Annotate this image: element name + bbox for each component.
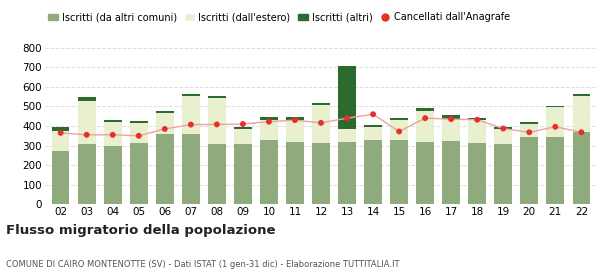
Legend: Iscritti (da altri comuni), Iscritti (dall'estero), Iscritti (altri), Cancellati: Iscritti (da altri comuni), Iscritti (da… (44, 9, 514, 26)
Point (577, 130, 586, 134)
Bar (260, 140, 278, 204)
Point (134, 134, 143, 138)
Bar (547, 137, 564, 204)
Bar (130, 121, 148, 123)
Bar (260, 120, 278, 140)
Bar (104, 122, 122, 146)
Bar (156, 134, 173, 204)
Bar (520, 137, 538, 204)
Bar (286, 120, 304, 142)
Point (290, 118, 300, 122)
Bar (494, 127, 512, 129)
Bar (234, 127, 252, 129)
Bar (156, 113, 173, 134)
Bar (52, 131, 70, 151)
Bar (520, 122, 538, 124)
Point (524, 130, 534, 134)
Bar (182, 96, 200, 134)
Bar (234, 144, 252, 204)
Point (472, 118, 482, 122)
Text: Flusso migratorio della popolazione: Flusso migratorio della popolazione (6, 224, 275, 237)
Bar (416, 111, 434, 142)
Bar (416, 142, 434, 204)
Bar (286, 116, 304, 120)
Bar (390, 140, 408, 204)
Point (160, 127, 170, 131)
Bar (364, 127, 382, 140)
Bar (78, 144, 95, 204)
Point (499, 126, 508, 131)
Point (108, 133, 118, 137)
Bar (520, 124, 538, 137)
Bar (469, 143, 486, 204)
Bar (572, 96, 590, 132)
Bar (130, 143, 148, 204)
Text: COMUNE DI CAIRO MONTENOTTE (SV) - Dati ISTAT (1 gen-31 dic) - Elaborazione TUTTI: COMUNE DI CAIRO MONTENOTTE (SV) - Dati I… (6, 260, 400, 269)
Bar (234, 129, 252, 144)
Bar (312, 106, 330, 143)
Point (82, 133, 91, 137)
Bar (364, 140, 382, 204)
Bar (364, 125, 382, 127)
Bar (286, 142, 304, 204)
Bar (260, 116, 278, 120)
Bar (52, 151, 70, 204)
Bar (104, 120, 122, 122)
Bar (390, 118, 408, 120)
Point (264, 120, 274, 124)
Bar (208, 98, 226, 144)
Bar (469, 118, 486, 120)
Bar (572, 94, 590, 96)
Bar (182, 94, 200, 96)
Bar (416, 108, 434, 111)
Point (186, 122, 196, 127)
Point (446, 117, 456, 122)
Bar (312, 143, 330, 204)
Bar (78, 101, 95, 144)
Bar (469, 120, 486, 143)
Point (368, 112, 378, 116)
Bar (338, 142, 356, 204)
Bar (572, 132, 590, 204)
Bar (494, 129, 512, 144)
Bar (208, 144, 226, 204)
Bar (338, 66, 356, 129)
Bar (442, 119, 460, 141)
Bar (390, 120, 408, 140)
Bar (104, 146, 122, 204)
Point (238, 122, 248, 126)
Bar (130, 123, 148, 143)
Point (394, 129, 404, 134)
Bar (442, 115, 460, 119)
Point (342, 116, 352, 120)
Bar (312, 103, 330, 106)
Bar (78, 97, 95, 101)
Bar (442, 141, 460, 204)
Bar (182, 134, 200, 204)
Bar (156, 111, 173, 113)
Point (551, 125, 560, 129)
Bar (338, 129, 356, 142)
Point (421, 116, 430, 120)
Point (212, 122, 221, 127)
Point (56, 130, 65, 135)
Bar (494, 144, 512, 204)
Point (316, 121, 326, 125)
Bar (52, 127, 70, 131)
Bar (547, 106, 564, 107)
Bar (547, 107, 564, 137)
Bar (208, 96, 226, 98)
